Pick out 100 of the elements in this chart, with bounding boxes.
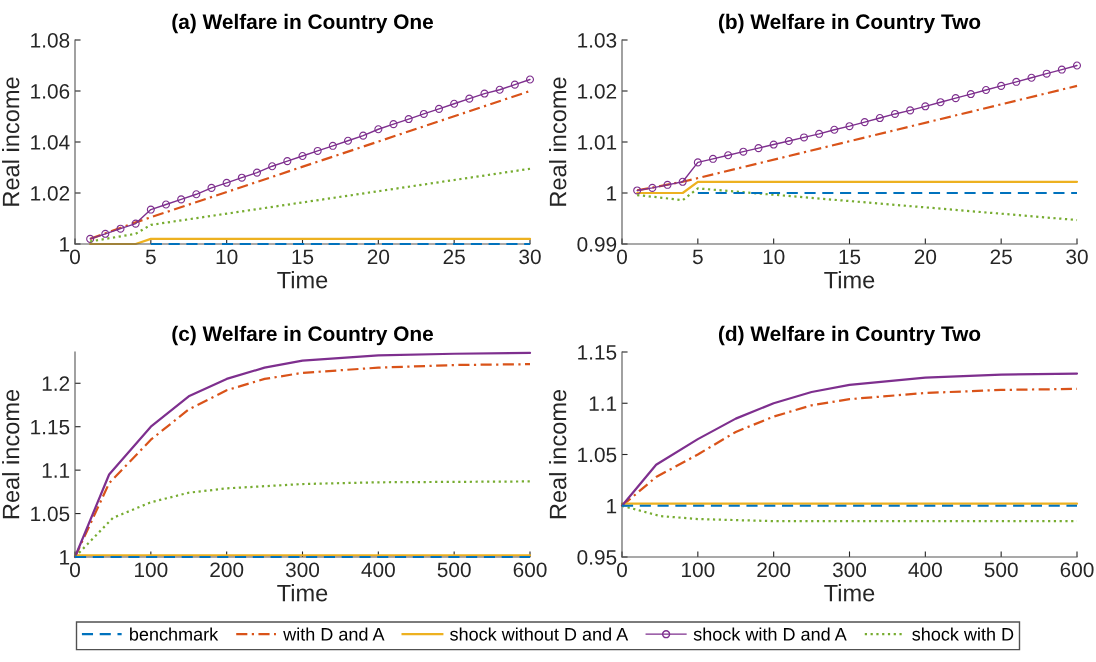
x-tick-label: 400 bbox=[361, 562, 395, 578]
x-tick-label: 600 bbox=[1060, 562, 1094, 578]
x-tick-label: 300 bbox=[285, 562, 320, 578]
point bbox=[966, 90, 975, 99]
y-tick-label: 1.02 bbox=[578, 84, 617, 99]
point bbox=[328, 141, 337, 150]
x-tick-label: 600 bbox=[513, 562, 547, 578]
point bbox=[192, 190, 201, 199]
chart-title: (d) Welfare in Country Two bbox=[718, 325, 981, 346]
y-axis-title: Real income bbox=[2, 389, 20, 519]
point bbox=[830, 125, 839, 134]
chart-title: (b) Welfare in Country Two bbox=[718, 13, 981, 34]
x-tick-label: 0 bbox=[617, 249, 627, 265]
y-tick-label: 1.05 bbox=[31, 506, 70, 522]
x-tick-label: 100 bbox=[682, 562, 715, 578]
point bbox=[480, 89, 489, 98]
point bbox=[268, 162, 277, 171]
x-tick-label: 15 bbox=[839, 249, 861, 265]
y-tick-label: 1.02 bbox=[31, 186, 70, 201]
legend-label: shock without D and A bbox=[450, 627, 629, 641]
x-axis-title: Time bbox=[277, 271, 328, 289]
y-tick-label: 1.04 bbox=[31, 135, 70, 150]
point bbox=[799, 133, 809, 142]
point bbox=[754, 144, 763, 153]
y-axis-title: Real income bbox=[2, 77, 20, 206]
point bbox=[693, 158, 702, 167]
x-tick-label: 200 bbox=[210, 562, 244, 578]
point bbox=[434, 104, 444, 113]
point bbox=[237, 173, 246, 182]
point bbox=[633, 186, 642, 195]
x-tick-label: 0 bbox=[70, 562, 80, 578]
point bbox=[495, 85, 504, 94]
point bbox=[1027, 73, 1036, 82]
point bbox=[222, 178, 231, 187]
point bbox=[1057, 65, 1066, 74]
x-tick-label: 25 bbox=[443, 249, 465, 265]
point bbox=[648, 183, 657, 192]
point bbox=[1042, 69, 1051, 78]
point bbox=[510, 80, 519, 89]
x-axis-title: Time bbox=[277, 584, 328, 602]
point bbox=[678, 177, 687, 186]
point bbox=[298, 151, 307, 161]
x-tick-label: 500 bbox=[984, 562, 1018, 578]
x-tick-label: 20 bbox=[367, 249, 390, 265]
y-tick-label: 1 bbox=[60, 550, 70, 565]
point bbox=[207, 183, 216, 192]
x-tick-label: 0 bbox=[617, 562, 627, 578]
legend-label: shock with D bbox=[912, 627, 1014, 641]
point bbox=[374, 125, 383, 134]
y-tick-label: 1 bbox=[607, 186, 617, 201]
y-tick-label: 1.01 bbox=[578, 135, 617, 150]
point bbox=[875, 114, 884, 123]
y-tick-label: 0.99 bbox=[577, 237, 617, 252]
x-tick-label: 500 bbox=[437, 562, 471, 578]
legend-label: with D and A bbox=[283, 627, 385, 641]
point bbox=[1012, 77, 1021, 86]
point bbox=[951, 94, 960, 103]
point bbox=[389, 120, 398, 129]
point bbox=[769, 140, 778, 149]
x-tick-label: 5 bbox=[692, 249, 703, 265]
point bbox=[1072, 61, 1082, 70]
x-tick-label: 30 bbox=[519, 249, 541, 265]
y-tick-label: 1.05 bbox=[578, 447, 617, 463]
x-tick-label: 200 bbox=[757, 562, 791, 578]
point bbox=[359, 131, 368, 140]
point bbox=[177, 195, 186, 204]
y-tick-label: 1.08 bbox=[31, 33, 70, 48]
point bbox=[906, 106, 915, 115]
y-tick-label: 1 bbox=[607, 498, 617, 514]
point bbox=[708, 154, 718, 163]
legend-label: shock with D and A bbox=[693, 627, 847, 641]
chart-title: (c) Welfare in Country One bbox=[172, 325, 433, 346]
point bbox=[419, 109, 428, 118]
chart-title: (a) Welfare in Country One bbox=[172, 13, 433, 34]
point bbox=[101, 229, 110, 238]
x-tick-label: 0 bbox=[70, 249, 80, 265]
point bbox=[146, 205, 155, 214]
point bbox=[663, 180, 672, 189]
y-tick-label: 1.15 bbox=[578, 345, 617, 360]
point bbox=[724, 151, 733, 160]
y-tick-label: 1.03 bbox=[578, 33, 617, 48]
point bbox=[161, 200, 171, 209]
x-axis-title: Time bbox=[824, 271, 875, 289]
x-tick-label: 100 bbox=[135, 562, 168, 578]
point bbox=[936, 98, 945, 107]
point bbox=[890, 109, 900, 118]
point bbox=[86, 234, 95, 243]
y-tick-label: 1.06 bbox=[31, 84, 70, 99]
y-tick-label: 1 bbox=[60, 237, 70, 252]
point bbox=[252, 168, 262, 177]
y-tick-label: 0.95 bbox=[577, 550, 617, 565]
x-axis-title: Time bbox=[824, 584, 875, 602]
point bbox=[131, 219, 140, 228]
x-tick-label: 5 bbox=[145, 249, 156, 265]
point bbox=[450, 99, 459, 108]
x-tick-label: 400 bbox=[908, 562, 942, 578]
point bbox=[981, 85, 991, 95]
point bbox=[784, 136, 793, 146]
point bbox=[860, 118, 869, 127]
point bbox=[343, 136, 353, 145]
